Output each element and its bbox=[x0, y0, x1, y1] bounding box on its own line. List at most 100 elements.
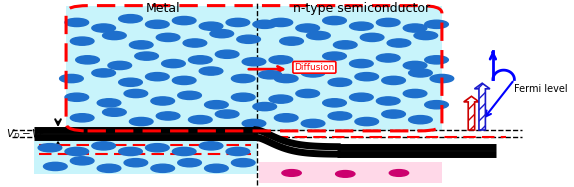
Circle shape bbox=[92, 24, 115, 32]
Circle shape bbox=[231, 93, 255, 101]
Circle shape bbox=[199, 67, 223, 75]
Circle shape bbox=[430, 74, 453, 83]
Circle shape bbox=[210, 30, 234, 38]
Circle shape bbox=[382, 110, 405, 118]
Circle shape bbox=[204, 101, 228, 109]
Circle shape bbox=[178, 159, 201, 167]
Circle shape bbox=[237, 35, 261, 43]
Polygon shape bbox=[464, 96, 479, 130]
Circle shape bbox=[65, 147, 88, 156]
Circle shape bbox=[119, 147, 142, 156]
Circle shape bbox=[172, 16, 196, 25]
Text: Diffusion: Diffusion bbox=[294, 63, 335, 72]
Text: Metal: Metal bbox=[145, 2, 180, 15]
Circle shape bbox=[38, 144, 62, 152]
Circle shape bbox=[183, 39, 207, 47]
Circle shape bbox=[269, 95, 293, 103]
Circle shape bbox=[188, 116, 212, 124]
Circle shape bbox=[92, 69, 115, 77]
Circle shape bbox=[146, 73, 169, 81]
Circle shape bbox=[282, 170, 301, 176]
Circle shape bbox=[71, 114, 94, 122]
Circle shape bbox=[103, 31, 126, 40]
Circle shape bbox=[296, 24, 320, 32]
Text: $V_D - V_F$: $V_D - V_F$ bbox=[6, 127, 45, 141]
Circle shape bbox=[146, 144, 169, 152]
Circle shape bbox=[253, 20, 277, 28]
Circle shape bbox=[146, 20, 169, 28]
Circle shape bbox=[97, 99, 121, 107]
Circle shape bbox=[350, 59, 373, 68]
Bar bbox=[34, 141, 257, 174]
Circle shape bbox=[108, 61, 131, 70]
Circle shape bbox=[414, 31, 437, 40]
Circle shape bbox=[387, 39, 411, 47]
Circle shape bbox=[301, 119, 325, 128]
Bar bbox=[66, 6, 257, 131]
Text: n-type semiconductor: n-type semiconductor bbox=[293, 2, 430, 15]
Circle shape bbox=[135, 52, 158, 60]
Circle shape bbox=[336, 171, 355, 177]
Bar bbox=[257, 6, 442, 131]
Circle shape bbox=[323, 16, 346, 25]
Circle shape bbox=[103, 108, 126, 116]
Circle shape bbox=[151, 164, 174, 172]
Circle shape bbox=[389, 170, 409, 176]
Circle shape bbox=[124, 159, 148, 167]
Circle shape bbox=[377, 97, 400, 105]
Circle shape bbox=[60, 74, 83, 83]
Circle shape bbox=[280, 37, 304, 45]
Circle shape bbox=[377, 18, 400, 27]
Circle shape bbox=[199, 142, 223, 150]
Circle shape bbox=[253, 102, 277, 111]
Circle shape bbox=[231, 74, 255, 83]
Circle shape bbox=[301, 69, 325, 77]
Circle shape bbox=[92, 142, 115, 150]
Circle shape bbox=[119, 78, 142, 86]
Circle shape bbox=[274, 74, 298, 83]
Circle shape bbox=[296, 89, 320, 98]
Circle shape bbox=[323, 99, 346, 107]
Bar bbox=[259, 162, 442, 183]
Circle shape bbox=[129, 41, 153, 49]
Circle shape bbox=[425, 56, 448, 64]
Circle shape bbox=[328, 78, 352, 86]
Circle shape bbox=[188, 56, 212, 64]
Circle shape bbox=[350, 93, 373, 101]
Circle shape bbox=[269, 56, 293, 64]
Circle shape bbox=[333, 41, 357, 49]
Circle shape bbox=[404, 61, 427, 70]
Circle shape bbox=[71, 157, 94, 165]
Circle shape bbox=[242, 119, 266, 128]
Circle shape bbox=[119, 15, 142, 23]
Circle shape bbox=[231, 159, 255, 167]
Circle shape bbox=[425, 20, 448, 28]
Circle shape bbox=[404, 24, 427, 32]
Circle shape bbox=[97, 164, 121, 172]
Circle shape bbox=[44, 162, 67, 171]
Circle shape bbox=[199, 22, 223, 30]
Circle shape bbox=[409, 69, 432, 77]
Circle shape bbox=[296, 61, 320, 70]
Circle shape bbox=[382, 76, 405, 85]
Circle shape bbox=[215, 110, 239, 118]
Circle shape bbox=[328, 112, 352, 120]
Polygon shape bbox=[475, 83, 490, 130]
Circle shape bbox=[274, 114, 298, 122]
Circle shape bbox=[204, 164, 228, 172]
Circle shape bbox=[425, 101, 448, 109]
Circle shape bbox=[172, 76, 196, 85]
Circle shape bbox=[65, 18, 88, 27]
Circle shape bbox=[124, 89, 148, 98]
Circle shape bbox=[151, 97, 174, 105]
Circle shape bbox=[129, 117, 153, 126]
Circle shape bbox=[178, 91, 201, 99]
Circle shape bbox=[355, 117, 379, 126]
Circle shape bbox=[269, 18, 293, 27]
Text: Fermi level: Fermi level bbox=[514, 84, 568, 94]
Circle shape bbox=[76, 56, 99, 64]
Circle shape bbox=[71, 37, 94, 45]
Circle shape bbox=[355, 73, 379, 81]
Circle shape bbox=[172, 147, 196, 156]
Circle shape bbox=[215, 50, 239, 58]
